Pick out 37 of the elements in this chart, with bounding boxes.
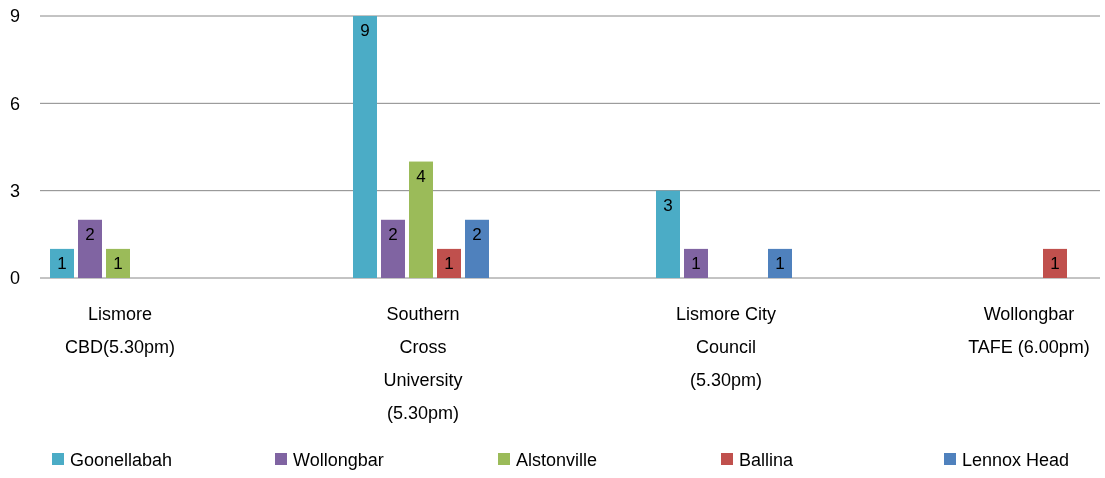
legend-label: Lennox Head (962, 450, 1070, 471)
data-label: 2 (388, 224, 398, 244)
bar (437, 248, 461, 278)
bar (353, 16, 377, 278)
bar (656, 190, 680, 278)
bar (768, 248, 792, 278)
bar (50, 248, 74, 278)
legend-label: Alstonville (516, 450, 598, 471)
bar (78, 219, 102, 278)
bar (465, 219, 489, 278)
x-tick-label: Lismore CBD(5.30pm) (64, 304, 176, 357)
bar (409, 161, 433, 278)
data-label: 1 (444, 253, 454, 273)
x-tick-label: Southern Cross University (5.30pm) (383, 304, 463, 423)
y-tick-label: 3 (9, 180, 20, 201)
legend-label: Ballina (739, 450, 795, 471)
bar (106, 248, 130, 278)
data-label: 2 (85, 224, 95, 244)
legend-label: Wollongbar (293, 450, 384, 471)
data-label: 1 (1050, 253, 1060, 273)
y-tick-label: 6 (9, 93, 20, 114)
data-label: 2 (472, 224, 482, 244)
data-label: 1 (113, 253, 123, 273)
bar (684, 248, 708, 278)
legend-label: Goonellabah (70, 450, 173, 471)
data-label: 1 (57, 253, 67, 273)
bar (381, 219, 405, 278)
data-label: 9 (360, 21, 370, 40)
x-tick-label: Lismore City Council (5.30pm) (675, 304, 777, 390)
data-label: 4 (416, 166, 426, 186)
data-label: 3 (663, 195, 673, 215)
data-label: 1 (691, 253, 701, 273)
data-label: 1 (775, 253, 785, 273)
x-tick-label: Wollongbar TAFE (6.00pm) (968, 304, 1090, 357)
y-tick-label: 9 (9, 6, 20, 27)
bar (1043, 248, 1067, 278)
y-tick-label: 0 (9, 268, 20, 289)
